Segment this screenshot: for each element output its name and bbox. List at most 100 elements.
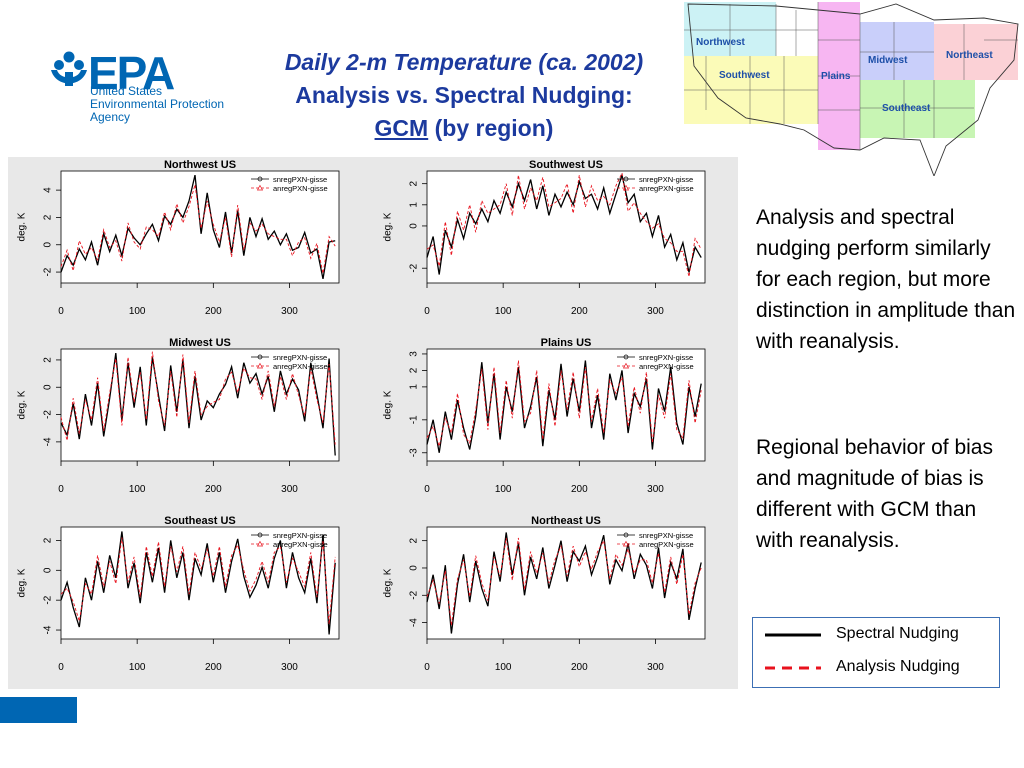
y-tick-label: -4 [43, 625, 54, 634]
chart-title: Midwest US [169, 337, 231, 349]
series-line-1 [426, 171, 702, 277]
y-tick-label: 2 [409, 537, 420, 543]
legend-entry-1: anregPXN-gisse [273, 362, 328, 371]
y-tick-label: 2 [409, 180, 420, 186]
y-tick-label: 2 [43, 357, 54, 363]
x-tick-label: 300 [281, 484, 298, 495]
chart-2: Midwest US 0 100 200 300 -4 -2 0 2 deg. K snregPXN… [17, 337, 340, 495]
state-lines [684, 2, 1018, 150]
legend-box: Spectral Nudging Analysis Nudging [752, 617, 1000, 688]
us-region-map: Northwest Southwest Plains Midwest North… [684, 2, 1019, 178]
x-tick-label: 200 [205, 306, 222, 317]
map-label-southeast: Southeast [882, 103, 931, 114]
chart-title: Southwest US [529, 159, 603, 171]
x-tick-label: 100 [129, 484, 146, 495]
y-tick-label: 2 [43, 537, 54, 543]
legend-label-spectral: Spectral Nudging [836, 625, 959, 642]
chart-title: Plains US [541, 337, 592, 349]
x-tick-label: 0 [58, 306, 64, 317]
y-tick-label: 1 [409, 384, 420, 390]
y-tick-label: 4 [43, 187, 54, 193]
legend-marker-triangle [256, 362, 264, 369]
x-tick-label: 300 [281, 662, 298, 673]
series-line-0 [60, 174, 336, 280]
y-tick-label: 2 [43, 214, 54, 220]
x-tick-label: 0 [58, 662, 64, 673]
title-line3-rest: (by region) [434, 115, 554, 141]
x-tick-label: 0 [424, 306, 430, 317]
legend-entry-0: snregPXN-gisse [273, 175, 327, 184]
y-tick-label: 0 [409, 223, 420, 229]
legend-row-spectral: Spectral Nudging [753, 620, 999, 650]
title-line2: Analysis vs. Spectral Nudging: [295, 82, 633, 108]
y-axis-label: deg. K [17, 568, 28, 597]
chart-1: Southwest US 0 100 200 300 -2 0 1 2 deg. K snregPX… [383, 159, 706, 317]
legend-label-analysis: Analysis Nudging [836, 658, 960, 675]
chart-3: Plains US 0 100 200 300 -3 -1 1 2 3 deg. K snregPXN… [383, 337, 706, 495]
gcm-link[interactable]: GCM [374, 115, 429, 141]
y-axis-label: deg. K [383, 212, 394, 241]
epa-logo-mark: EPA [88, 47, 175, 99]
y-tick-label: 1 [409, 202, 420, 208]
solid-line-swatch [765, 633, 821, 637]
legend-marker-circle [623, 176, 629, 182]
x-tick-label: 100 [495, 306, 512, 317]
legend-marker-triangle [622, 184, 630, 191]
footer-accent-bar [0, 697, 77, 723]
y-tick-label: 2 [409, 367, 420, 373]
legend-marker-circle [257, 176, 263, 182]
body-paragraph-2: Regional behavior of bias and magnitude … [756, 436, 993, 552]
region-map: Northwest Southwest Plains Midwest North… [684, 0, 1022, 178]
x-tick-label: 200 [571, 662, 588, 673]
legend-marker-triangle [622, 540, 630, 547]
legend-entry-1: anregPXN-gisse [273, 184, 328, 193]
legend-entry-0: snregPXN-gisse [273, 353, 327, 362]
y-axis-label: deg. K [383, 390, 394, 419]
x-tick-label: 300 [281, 306, 298, 317]
y-tick-label: -4 [409, 618, 420, 627]
legend-marker-circle [623, 354, 629, 360]
y-axis-label: deg. K [383, 568, 394, 597]
y-tick-label: -2 [409, 590, 420, 599]
plot-area [426, 170, 706, 284]
x-tick-label: 300 [647, 484, 664, 495]
map-label-midwest: Midwest [868, 55, 908, 66]
x-tick-label: 200 [571, 484, 588, 495]
region-northeast [934, 24, 1018, 80]
x-tick-label: 100 [495, 484, 512, 495]
y-tick-label: 0 [43, 384, 54, 390]
y-tick-label: -2 [43, 595, 54, 604]
epa-flower-icon [51, 51, 87, 86]
x-tick-label: 200 [205, 662, 222, 673]
x-tick-label: 100 [495, 662, 512, 673]
plot-area [426, 526, 706, 640]
y-tick-label: 0 [409, 565, 420, 571]
y-tick-label: -2 [43, 267, 54, 276]
legend-row-analysis: Analysis Nudging [753, 653, 999, 683]
chart-5: Northeast US 0 100 200 300 -4 -2 0 2 deg. K snregP… [383, 515, 706, 673]
y-tick-label: -1 [409, 415, 420, 424]
legend-marker-circle [257, 532, 263, 538]
legend-entry-0: snregPXN-gisse [273, 531, 327, 540]
epa-logo-line1: United States [90, 84, 163, 98]
chart-title: Northeast US [531, 515, 601, 527]
x-tick-label: 200 [571, 306, 588, 317]
legend-marker-triangle [256, 540, 264, 547]
region-southeast [860, 80, 975, 138]
us-outline [687, 3, 1019, 178]
chart-4: Southeast US 0 100 200 300 -4 -2 0 2 deg. K snregP… [17, 515, 340, 673]
series-line-1 [426, 360, 702, 448]
y-tick-label: -2 [43, 410, 54, 419]
epa-logo-line3: Agency [90, 110, 131, 124]
legend-entry-0: snregPXN-gisse [639, 353, 693, 362]
series-line-1 [60, 537, 336, 625]
y-tick-label: -2 [409, 263, 420, 272]
x-tick-label: 0 [424, 484, 430, 495]
body-paragraph-1: Analysis and spectral nudging perform si… [756, 206, 1016, 353]
legend-entry-0: snregPXN-gisse [639, 531, 693, 540]
x-tick-label: 0 [58, 484, 64, 495]
epa-logo-text: United States Environmental Protection A… [90, 85, 224, 124]
series-line-1 [60, 184, 336, 274]
x-tick-label: 300 [647, 306, 664, 317]
legend-entry-1: anregPXN-gisse [639, 184, 694, 193]
